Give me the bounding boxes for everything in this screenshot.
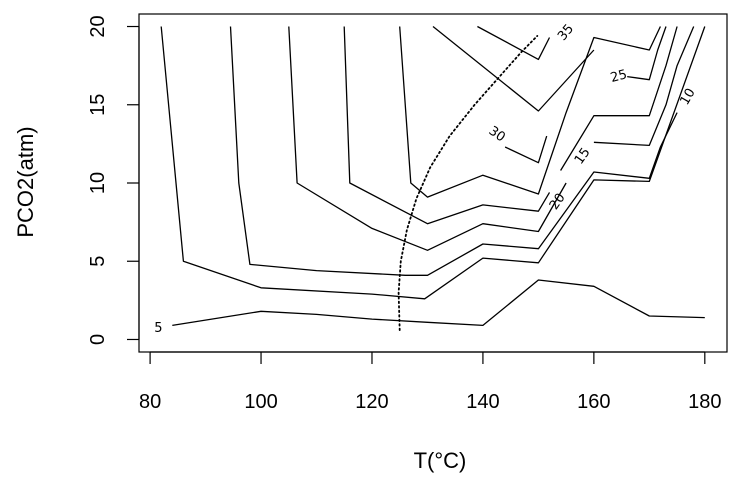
y-tick-label: 15 <box>87 94 109 116</box>
y-tick-label: 10 <box>87 172 109 194</box>
x-tick-label: 80 <box>139 391 161 413</box>
contour-label-10: 10 <box>678 86 699 108</box>
contour-lines <box>160 25 706 327</box>
contour-line-9 <box>399 26 661 198</box>
contour-label-25: 25 <box>609 67 629 86</box>
plot-frame <box>138 13 728 353</box>
x-tick-label: 120 <box>355 391 388 413</box>
x-axis-label: T(°C) <box>414 448 467 473</box>
y-tick-label: 5 <box>87 256 109 267</box>
y-axis: 0 5 10 15 20 <box>87 15 140 345</box>
contour-labels: 5 10 15 20 25 30 35 <box>154 22 699 336</box>
x-tick-label: 160 <box>577 391 610 413</box>
contour-label-15: 15 <box>572 145 594 167</box>
contour-line-12 <box>477 25 551 61</box>
x-axis: 80 100 120 140 160 180 <box>139 351 721 413</box>
contour-line-7 <box>560 26 678 171</box>
y-tick-label: 0 <box>87 334 109 345</box>
contour-label-20: 20 <box>547 191 569 213</box>
contour-line-1 <box>172 279 705 327</box>
y-tick-label: 20 <box>87 15 109 37</box>
y-axis-label: PCO2(atm) <box>13 126 38 237</box>
contour-label-5: 5 <box>154 321 162 336</box>
x-tick-label: 180 <box>688 391 721 413</box>
contour-line-11 <box>432 25 595 112</box>
contour-label-35: 35 <box>555 22 577 44</box>
contour-line-10 <box>504 135 548 164</box>
x-tick-label: 100 <box>244 391 277 413</box>
contour-line-5 <box>593 26 695 147</box>
x-tick-label: 140 <box>466 391 499 413</box>
contour-line-3 <box>229 26 678 276</box>
contour-line-4 <box>288 26 567 251</box>
dotted-curve <box>397 35 539 331</box>
contour-label-30: 30 <box>486 124 508 146</box>
contour-line-2 <box>160 26 706 300</box>
contour-line-8 <box>627 26 667 81</box>
contour-line-6 <box>343 26 551 225</box>
